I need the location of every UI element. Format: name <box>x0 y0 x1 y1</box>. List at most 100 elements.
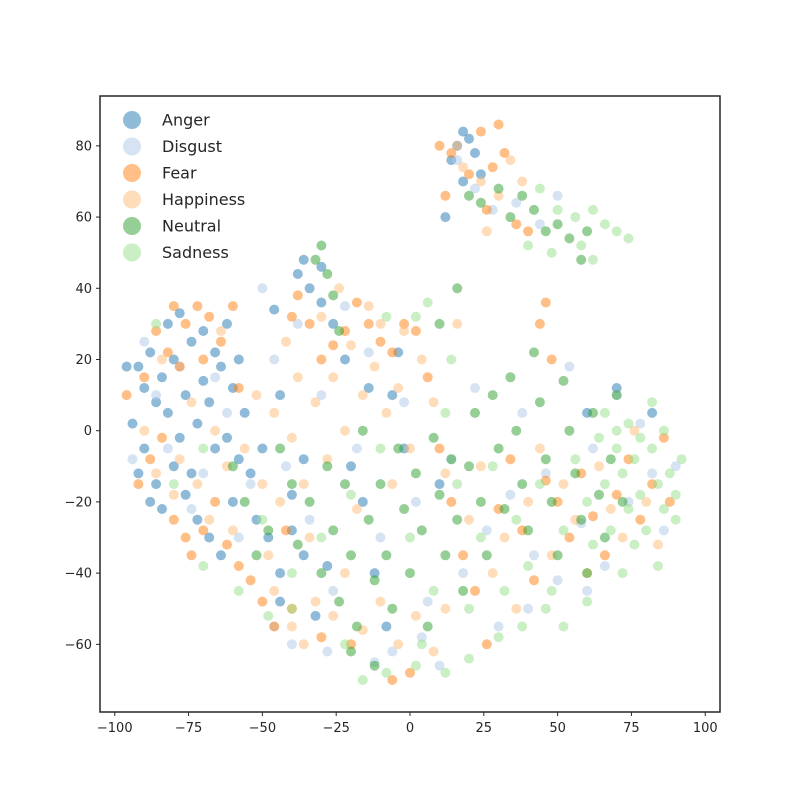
data-point <box>245 468 256 479</box>
data-point <box>286 489 297 500</box>
x-tick-label: 75 <box>623 721 640 736</box>
data-point <box>440 667 451 678</box>
data-point <box>558 621 569 632</box>
data-point <box>641 525 652 536</box>
data-point <box>534 397 545 408</box>
data-point <box>511 514 522 525</box>
data-point <box>399 318 410 329</box>
data-point <box>133 468 144 479</box>
data-point <box>198 561 209 571</box>
data-point <box>162 318 173 329</box>
legend-label: Sadness <box>162 243 229 262</box>
data-point <box>257 514 268 525</box>
data-point <box>375 596 386 607</box>
y-tick-label: 80 <box>75 139 92 154</box>
data-point <box>534 479 545 490</box>
data-point <box>452 155 463 166</box>
data-point <box>292 269 303 279</box>
data-point <box>464 133 474 144</box>
data-point <box>594 432 604 443</box>
data-point <box>405 443 415 454</box>
data-point <box>316 297 327 308</box>
data-point <box>198 375 209 386</box>
data-point <box>416 632 427 643</box>
data-point <box>328 372 339 383</box>
data-point <box>670 514 681 525</box>
data-point <box>452 283 463 294</box>
data-point <box>629 539 640 550</box>
y-axis: −60 −40 −20 0 20 40 60 80 <box>65 139 100 653</box>
data-point <box>428 397 439 408</box>
data-point <box>334 596 345 607</box>
data-point <box>416 639 427 650</box>
data-point <box>216 361 226 372</box>
data-point <box>611 390 622 401</box>
data-point <box>588 511 598 522</box>
data-point <box>275 496 286 507</box>
data-point <box>664 496 675 507</box>
data-point <box>275 443 286 454</box>
x-tick-label: −75 <box>175 721 202 736</box>
data-point <box>298 550 309 561</box>
data-point <box>340 568 350 579</box>
data-point <box>210 496 221 507</box>
y-tick-label: −40 <box>65 567 92 582</box>
data-point <box>487 390 498 401</box>
data-point <box>570 454 581 465</box>
data-point <box>440 212 451 223</box>
data-point <box>529 204 539 215</box>
data-point <box>458 585 469 596</box>
data-point <box>440 407 451 418</box>
data-point <box>475 496 486 507</box>
data-point <box>475 169 486 180</box>
legend-label: Happiness <box>162 190 245 209</box>
data-point <box>292 290 303 301</box>
data-point <box>647 468 658 479</box>
data-point <box>511 197 522 208</box>
y-tick-label: 0 <box>84 424 92 439</box>
data-point <box>470 148 480 158</box>
data-point <box>322 561 333 571</box>
data-point <box>470 585 480 596</box>
data-point <box>363 318 374 329</box>
data-point <box>210 443 221 454</box>
data-point <box>464 514 474 525</box>
data-point <box>410 496 421 507</box>
series-neutral <box>227 183 628 671</box>
data-point <box>464 603 474 614</box>
data-point <box>369 660 380 671</box>
data-point <box>340 354 350 365</box>
data-point <box>316 632 327 643</box>
data-point <box>346 646 356 657</box>
data-point <box>316 311 327 322</box>
data-point <box>310 254 321 265</box>
data-point <box>121 361 132 372</box>
data-point <box>611 226 622 237</box>
data-point <box>658 432 669 443</box>
data-point <box>458 568 469 579</box>
data-point <box>286 568 297 579</box>
data-point <box>292 372 303 383</box>
data-point <box>594 461 604 472</box>
data-point <box>133 479 144 490</box>
data-point <box>399 326 410 336</box>
data-point <box>168 479 179 490</box>
data-point <box>168 301 179 312</box>
data-point <box>534 219 545 230</box>
data-point <box>464 169 474 180</box>
legend-marker <box>123 217 141 235</box>
data-point <box>174 308 185 319</box>
data-point <box>605 504 616 514</box>
data-point <box>145 496 156 507</box>
data-point <box>275 390 286 401</box>
data-point <box>174 454 185 465</box>
data-point <box>363 347 374 358</box>
data-point <box>523 240 534 251</box>
data-point <box>599 407 610 418</box>
data-point <box>605 454 616 465</box>
data-point <box>564 233 575 244</box>
data-point <box>257 443 268 454</box>
data-point <box>168 489 179 500</box>
series-fear <box>121 119 675 685</box>
data-point <box>298 479 309 490</box>
